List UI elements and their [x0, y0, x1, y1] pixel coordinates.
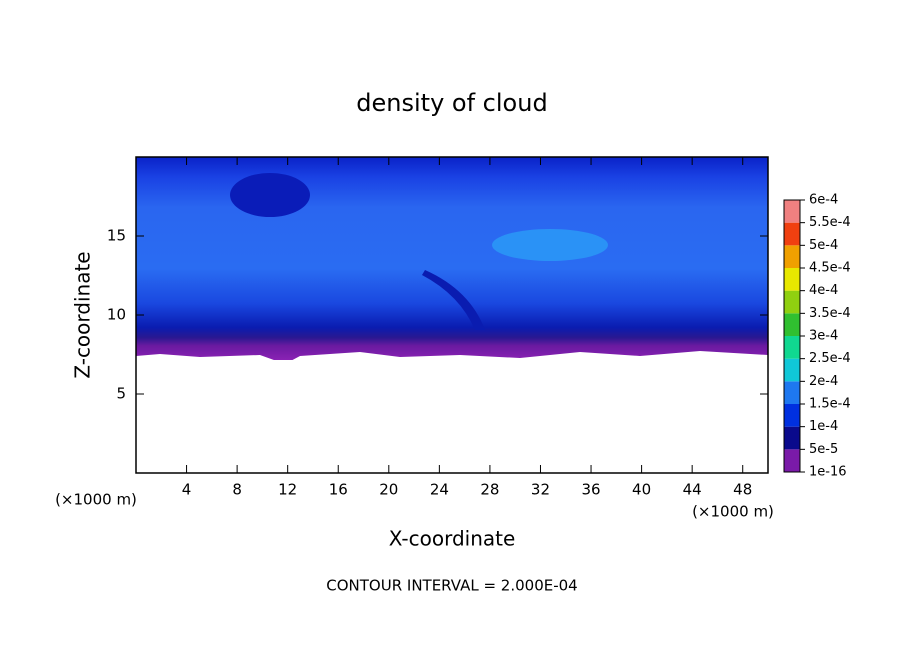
x-tick-label: 40: [632, 481, 651, 499]
colorbar-segment: [784, 245, 800, 268]
field-patch: [492, 229, 608, 261]
x-tick-label: 36: [581, 481, 600, 499]
colorbar-segment: [784, 313, 800, 336]
x-unit: (×1000 m): [692, 503, 774, 521]
colorbar-label: 1e-4: [809, 419, 838, 434]
x-tick-label: 32: [531, 481, 550, 499]
field-patch: [422, 270, 485, 330]
x-tick-label: 24: [430, 481, 449, 499]
colorbar-segment: [784, 381, 800, 404]
colorbar-label: 1e-16: [809, 465, 847, 480]
colorbar-label: 5e-4: [809, 238, 838, 253]
x-tick-label: 4: [182, 481, 192, 499]
y-tick-label: 15: [107, 227, 126, 245]
colorbar-label: 3.5e-4: [809, 306, 851, 321]
colorbar-label: 2e-4: [809, 374, 838, 389]
colorbar-segment: [784, 404, 800, 427]
colorbar-segment: [784, 222, 800, 246]
colorbar-segment: [784, 268, 800, 291]
footer: CONTOUR INTERVAL = 2.000E-04: [326, 577, 577, 595]
colorbar-segment: [784, 200, 800, 223]
chart-title: density of cloud: [356, 89, 547, 117]
field: [136, 157, 768, 360]
colorbar-label: 1.5e-4: [809, 397, 851, 412]
colorbar-label: 4e-4: [809, 283, 838, 298]
y-axis-label: Z-coordinate: [71, 251, 95, 378]
y-unit: (×1000 m): [55, 491, 137, 509]
colorbar-segment: [784, 290, 800, 314]
colorbar-segment: [784, 336, 800, 359]
x-tick-label: 8: [232, 481, 242, 499]
y-tick-label: 5: [116, 385, 126, 403]
colorbar-segment: [784, 449, 800, 472]
colorbar-label: 2.5e-4: [809, 351, 851, 366]
x-tick-label: 28: [480, 481, 499, 499]
colorbar-label: 6e-4: [809, 193, 838, 208]
field-blank: [136, 351, 768, 473]
x-tick-label: 12: [278, 481, 297, 499]
y-tick-label: 10: [107, 306, 126, 324]
x-axis-label: X-coordinate: [389, 527, 516, 551]
field-patch: [230, 173, 310, 217]
contour-field: [136, 157, 768, 473]
colorbar-label: 5e-5: [809, 442, 838, 457]
colorbar-segment: [784, 358, 800, 382]
x-tick-label: 20: [379, 481, 398, 499]
x-tick-label: 44: [683, 481, 702, 499]
colorbar-label: 4.5e-4: [809, 261, 851, 276]
colorbar-label: 5.5e-4: [809, 215, 851, 230]
colorbar-label: 3e-4: [809, 329, 838, 344]
x-tick-label: 16: [329, 481, 348, 499]
x-tick-label: 48: [733, 481, 752, 499]
colorbar-segment: [784, 426, 800, 450]
